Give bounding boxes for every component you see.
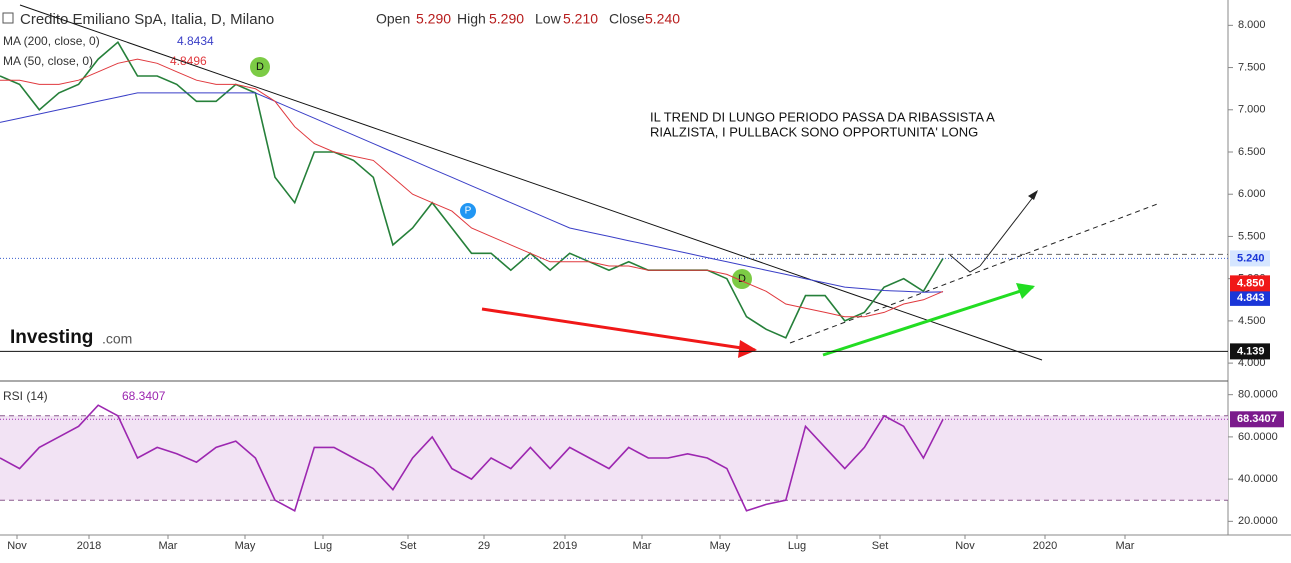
high-label: High xyxy=(457,11,486,27)
x-tick-label: Set xyxy=(400,540,417,552)
y-tick-label: 60.0000 xyxy=(1238,431,1278,443)
ma50-value: 4.8496 xyxy=(170,54,207,68)
y-tick-label: 20.0000 xyxy=(1238,515,1278,527)
price-tag-label: 4.843 xyxy=(1237,292,1265,304)
symbol-title: Credito Emiliano SpA, Italia, D, Milano xyxy=(20,11,274,28)
y-tick-label: 4.500 xyxy=(1238,315,1266,327)
path-arrow xyxy=(979,191,1038,267)
trend-line-dashed xyxy=(789,202,1161,344)
indicator-line xyxy=(0,58,944,318)
x-tick-label: May xyxy=(710,540,731,552)
x-tick-label: May xyxy=(235,540,256,552)
x-tick-label: Mar xyxy=(1116,540,1135,552)
event-marker[interactable] xyxy=(460,203,476,219)
x-tick-label: Mar xyxy=(159,540,178,552)
red-arrow-head xyxy=(738,340,757,358)
price-line xyxy=(0,40,944,339)
open-value: 5.290 xyxy=(416,11,451,27)
low-value: 5.210 xyxy=(563,11,598,27)
ma200-legend: MA (200, close, 0) xyxy=(3,34,100,48)
event-marker-label: P xyxy=(465,206,472,217)
x-tick-label: Set xyxy=(872,540,889,552)
collapse-icon[interactable] xyxy=(2,12,14,24)
y-tick-label: 8.000 xyxy=(1238,19,1266,31)
y-tick-label: 7.000 xyxy=(1238,104,1266,116)
x-tick-label: Lug xyxy=(788,540,806,552)
event-marker-label: D xyxy=(256,61,264,73)
open-label: Open xyxy=(376,11,410,27)
x-tick-label: 29 xyxy=(478,540,490,552)
y-tick-label: 80.0000 xyxy=(1238,389,1278,401)
red-arrow xyxy=(481,307,756,352)
path-arrow-head xyxy=(1028,190,1038,200)
y-tick-label: 6.000 xyxy=(1238,188,1266,200)
path-arrow xyxy=(949,254,981,273)
green-arrow-head xyxy=(1016,283,1035,299)
rsi-value: 68.3407 xyxy=(122,389,166,403)
green-arrow xyxy=(822,285,1034,357)
x-tick-label: Nov xyxy=(7,540,27,552)
x-tick-label: Mar xyxy=(633,540,652,552)
price-tag xyxy=(1230,289,1270,306)
x-tick-label: 2018 xyxy=(77,540,101,552)
y-tick-label: 7.500 xyxy=(1238,61,1266,73)
annotation: IL TREND DI LUNGO PERIODO PASSA DA RIBAS… xyxy=(650,109,995,124)
event-marker[interactable] xyxy=(250,57,270,77)
rsi-band xyxy=(0,415,1228,501)
rsi-legend: RSI (14) xyxy=(3,389,48,403)
logo: Investing xyxy=(10,327,93,348)
ma50-legend: MA (50, close, 0) xyxy=(3,54,93,68)
price-tag xyxy=(1230,250,1270,267)
x-tick-label: 2020 xyxy=(1033,540,1057,552)
event-marker[interactable] xyxy=(732,269,752,289)
low-label: Low xyxy=(535,11,562,27)
y-tick-label: 4.000 xyxy=(1238,357,1266,369)
price-tag-label: 5.240 xyxy=(1237,252,1265,264)
y-tick-label: 5.500 xyxy=(1238,230,1266,242)
price-tag xyxy=(1230,275,1270,292)
event-marker-label: D xyxy=(738,273,746,285)
price-tag-label: 4.139 xyxy=(1237,345,1265,357)
price-tag xyxy=(1230,411,1284,428)
logo-suffix: .com xyxy=(102,331,132,347)
price-tag xyxy=(1230,343,1270,360)
y-tick-label: 40.0000 xyxy=(1238,473,1278,485)
close-value: 5.240 xyxy=(645,11,680,27)
close-label: Close xyxy=(609,11,645,27)
high-value: 5.290 xyxy=(489,11,524,27)
trend-line xyxy=(19,4,1043,361)
annotation: RIALZISTA, I PULLBACK SONO OPPORTUNITA' … xyxy=(650,124,978,139)
indicator-line xyxy=(0,92,944,293)
ma200-value: 4.8434 xyxy=(177,34,214,48)
x-tick-label: 2019 xyxy=(553,540,577,552)
x-tick-label: Lug xyxy=(314,540,332,552)
y-tick-label: 6.500 xyxy=(1238,146,1266,158)
price-tag-label: 4.850 xyxy=(1237,277,1265,289)
x-tick-label: Nov xyxy=(955,540,975,552)
price-tag-label: 68.3407 xyxy=(1237,413,1277,425)
indicator-line xyxy=(0,404,944,512)
